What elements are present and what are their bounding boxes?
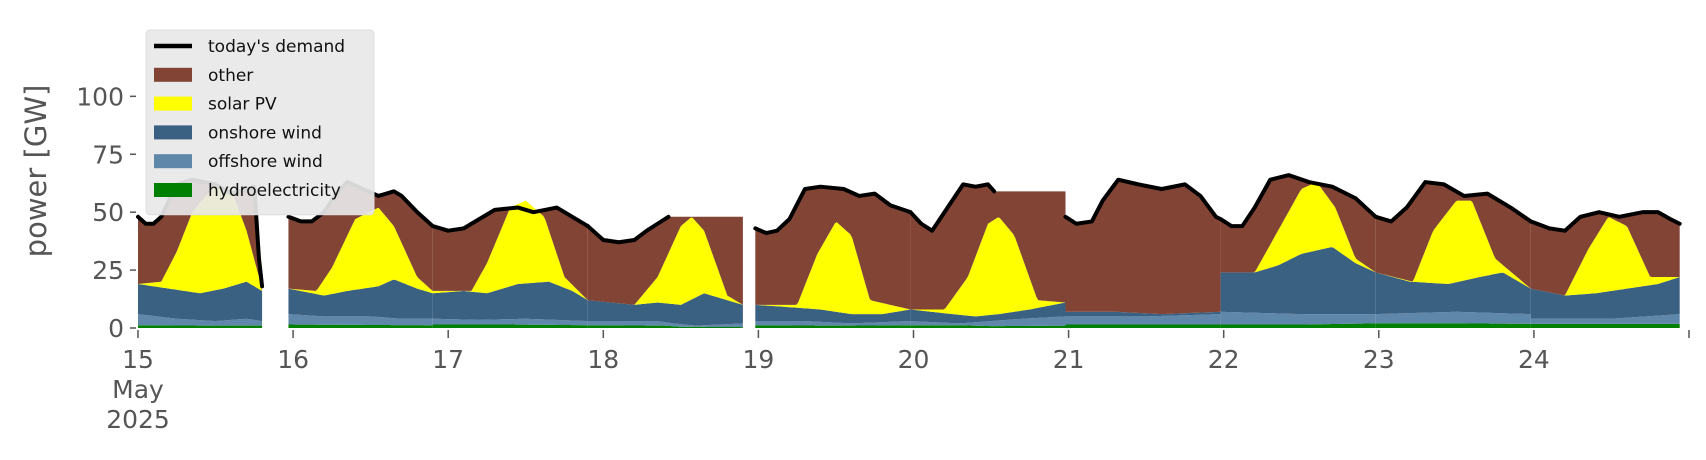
x-tick-label: 20 (898, 345, 930, 374)
area-solar-pv-day-16 (288, 207, 433, 296)
x-tick-label: 21 (1053, 345, 1085, 374)
demand-line-day-17 (430, 205, 590, 233)
legend-label: today's demand (208, 37, 345, 57)
legend-entry-solar-pv: solar PV (154, 95, 277, 115)
area-onshore-wind-day-18 (587, 293, 743, 326)
area-hydroelectricity-day-15 (138, 325, 263, 328)
area-solar-pv-day-18 (587, 217, 743, 305)
y-tick-label: 50 (92, 198, 124, 227)
x-tick-label: 19 (742, 345, 774, 374)
area-hydroelectricity-day-19 (755, 325, 911, 328)
legend-label: offshore wind (208, 152, 323, 172)
area-onshore-wind-day-22 (1220, 247, 1376, 315)
x-tick-label: 15 May 2025 (106, 345, 170, 434)
legend-swatch (154, 154, 192, 169)
area-offshore-wind-day-21 (1065, 314, 1221, 325)
y-tick-label: 0 (108, 314, 124, 343)
area-onshore-wind-day-23 (1375, 272, 1531, 315)
demand-line-day-18 (585, 214, 671, 245)
area-solar-pv-day-17 (432, 200, 588, 301)
area-onshore-wind-day-17 (432, 281, 588, 322)
area-other-day-21 (1065, 180, 1221, 315)
legend-label: other (208, 66, 253, 86)
area-hydroelectricity-day-16 (288, 324, 433, 328)
demand-line-day-21 (1063, 177, 1223, 226)
area-hydroelectricity-day-20 (910, 325, 1066, 328)
area-hydroelectricity-day-18 (587, 325, 743, 328)
x-tick-label: 22 (1208, 345, 1240, 374)
x-tick-label: 24 (1518, 345, 1550, 374)
demand-line-day-24 (1528, 210, 1682, 233)
area-onshore-wind-day-20 (910, 302, 1066, 324)
y-tick-label: 25 (92, 256, 124, 285)
legend-swatch (154, 67, 192, 82)
area-onshore-wind-day-16 (288, 279, 433, 319)
area-onshore-wind-day-21 (1065, 311, 1221, 317)
area-other-day-19 (755, 186, 911, 310)
area-offshore-wind-day-20 (910, 316, 1066, 327)
area-other-day-18 (587, 216, 743, 305)
legend-swatch (154, 183, 192, 197)
legend-label: solar PV (208, 95, 277, 115)
legend-entry-offshore-wind: offshore wind (154, 152, 323, 172)
y-axis-label: power [GW] (19, 85, 53, 258)
legend-swatch (154, 125, 192, 140)
area-onshore-wind-day-15 (138, 281, 263, 322)
area-offshore-wind-day-18 (587, 321, 743, 328)
area-other-day-24 (1530, 212, 1680, 296)
x-tick-label: 23 (1363, 345, 1395, 374)
axes-layer: 0 25 50 75 100 power [GW] 15 May 2025 16 17 18 19 20 2… (19, 82, 1690, 434)
x-tick-label: 17 (432, 345, 464, 374)
x-tick-label: 16 (277, 345, 309, 374)
area-offshore-wind-day-19 (755, 321, 911, 326)
area-hydroelectricity-day-21 (1065, 324, 1221, 328)
demand-line-day-20 (908, 182, 997, 233)
legend-entry-onshore-wind: onshore wind (154, 123, 322, 143)
area-offshore-wind-day-24 (1530, 314, 1680, 324)
area-solar-pv-day-20 (910, 217, 1066, 317)
legend-swatch (154, 96, 192, 111)
area-offshore-wind-day-23 (1375, 311, 1531, 324)
area-hydroelectricity-day-23 (1375, 323, 1531, 328)
area-solar-pv-day-22 (1220, 182, 1376, 273)
demand-line-day-23 (1373, 180, 1533, 224)
area-offshore-wind-day-17 (432, 318, 588, 326)
area-offshore-wind-day-15 (138, 314, 263, 326)
demand-line-day-22 (1218, 173, 1378, 229)
area-onshore-wind-day-19 (755, 304, 911, 324)
legend-label: onshore wind (208, 123, 322, 143)
area-offshore-wind-day-22 (1220, 311, 1376, 325)
demand-line-day-19 (753, 184, 913, 236)
legend: today's demand other solar PV onshore wind o… (145, 29, 375, 216)
area-solar-pv-day-24 (1530, 217, 1680, 296)
area-other-day-16 (288, 182, 433, 291)
area-solar-pv-day-23 (1375, 200, 1531, 289)
area-other-day-23 (1375, 182, 1531, 289)
area-hydroelectricity-day-17 (432, 324, 588, 328)
legend-entry-hydroelectricity: hydroelectricity (154, 181, 341, 201)
area-hydroelectricity-day-22 (1220, 323, 1376, 328)
area-onshore-wind-day-24 (1530, 277, 1680, 319)
legend-box (145, 29, 375, 216)
legend-entry-other: other (154, 66, 253, 86)
area-offshore-wind-day-16 (288, 314, 433, 326)
y-tick-label: 100 (76, 82, 124, 111)
y-tick-label: 75 (92, 140, 124, 169)
area-hydroelectricity-day-24 (1530, 323, 1680, 328)
area-other-day-20 (910, 184, 1066, 310)
x-tick-label: 18 (587, 345, 619, 374)
legend-label: hydroelectricity (208, 181, 341, 201)
area-solar-pv-day-19 (755, 222, 911, 315)
legend-entry-today-s-demand: today's demand (154, 37, 345, 57)
